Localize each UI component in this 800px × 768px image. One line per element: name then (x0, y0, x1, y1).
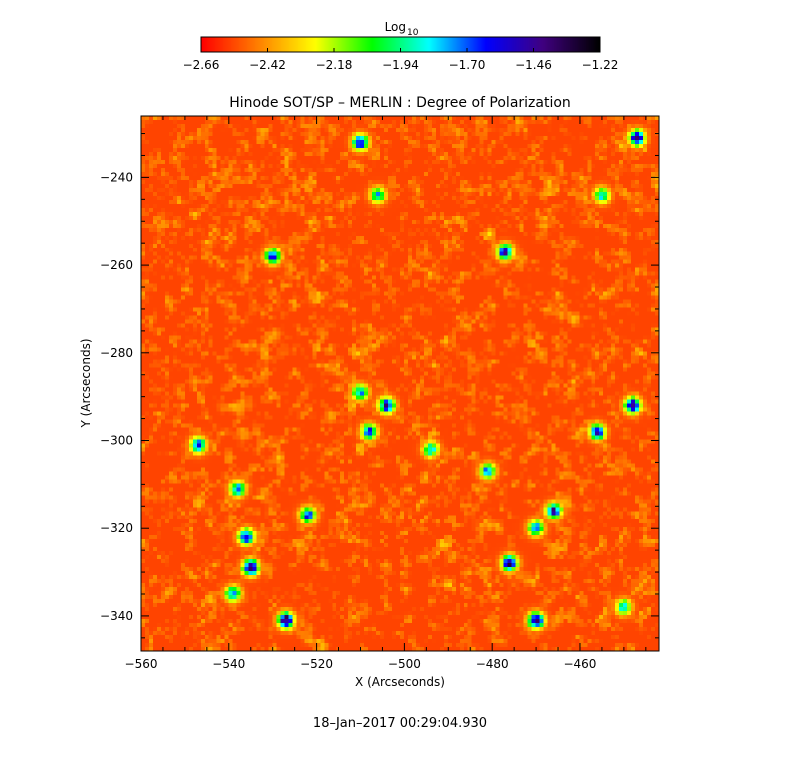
timestamp: 18–Jan–2017 00:29:04.930 (312, 716, 488, 731)
colorbar-ticks: −2.66 −2.42 −2.18 −1.94 −1.70 −1.46 −1.22 (183, 48, 619, 72)
colorbar-tick-label: −1.70 (449, 58, 486, 72)
y-axis: −240 −260 −280 −300 −320 −340 (100, 133, 659, 639)
colorbar-tick-label: −1.94 (382, 58, 419, 72)
x-tick-label: −540 (212, 657, 245, 671)
y-tick-label: −280 (100, 346, 133, 360)
polarization-map (141, 116, 659, 651)
y-tick-label: −240 (100, 170, 133, 184)
colorbar-tick-label: −2.66 (183, 58, 220, 72)
y-tick-label: −340 (100, 609, 133, 623)
x-tick-label: −520 (300, 657, 333, 671)
colorbar-title-sub: 10 (407, 28, 419, 38)
colorbar-tick-label: −2.18 (316, 58, 353, 72)
colorbar-gradient (201, 37, 600, 52)
colorbar-title: Log 10 (385, 20, 419, 38)
colorbar-tick-label: −1.22 (582, 58, 619, 72)
x-tick-label: −560 (125, 657, 158, 671)
x-tick-label: −480 (476, 657, 509, 671)
x-axis: −560 −540 −520 −500 −480 −460 (125, 116, 647, 671)
x-axis-title: X (Arcseconds) (355, 675, 445, 689)
colorbar-title-base: Log (385, 20, 406, 34)
x-tick-label: −500 (388, 657, 421, 671)
x-tick-label: −460 (563, 657, 596, 671)
plot-title: Hinode SOT/SP – MERLIN : Degree of Polar… (229, 95, 571, 111)
plot-frame (140, 115, 660, 652)
y-tick-label: −260 (100, 258, 133, 272)
colorbar-tick-label: −2.42 (249, 58, 286, 72)
y-tick-label: −320 (100, 521, 133, 535)
y-tick-label: −300 (100, 434, 133, 448)
colorbar-tick-label: −1.46 (515, 58, 552, 72)
y-axis-title: Y (Arcseconds) (79, 338, 93, 428)
